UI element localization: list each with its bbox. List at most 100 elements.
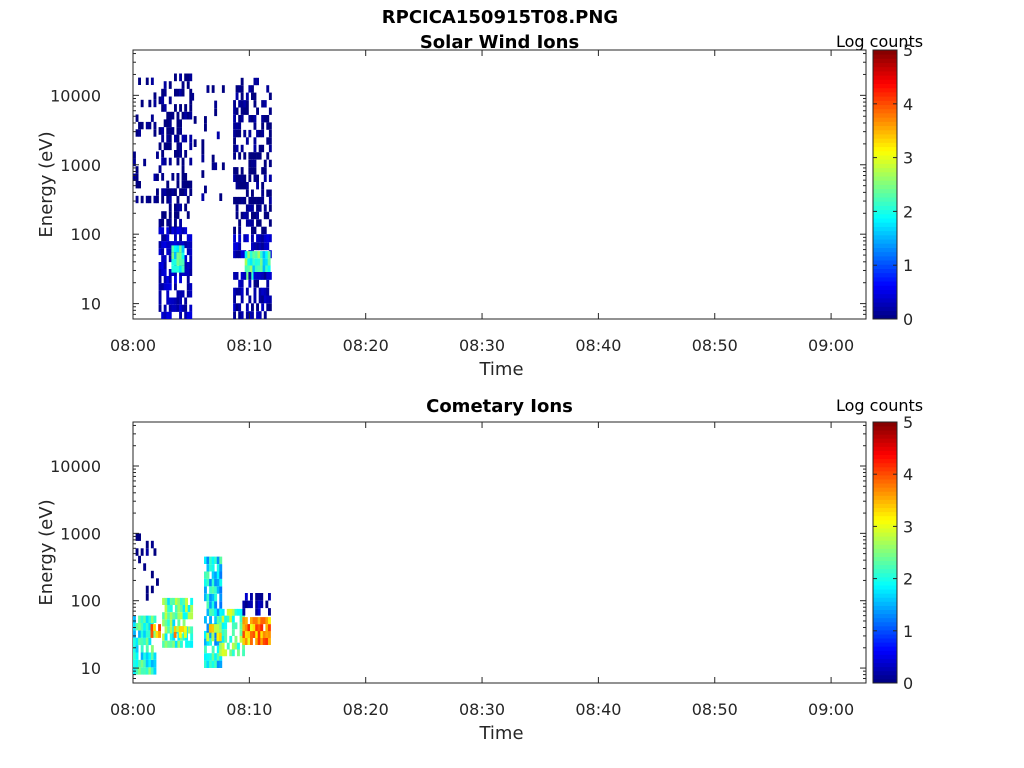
colorbar-segment xyxy=(873,276,897,282)
heatmap-cell xyxy=(171,245,175,253)
colorbar-segment xyxy=(873,155,897,160)
heatmap-cell xyxy=(238,152,242,160)
heatmap-cell xyxy=(249,251,253,259)
heatmap-cell xyxy=(224,649,228,657)
heatmap-cell xyxy=(179,234,182,242)
heatmap-cell xyxy=(211,571,215,579)
heatmap-cell xyxy=(206,593,210,602)
heatmap-cell xyxy=(258,311,262,319)
heatmap-cell xyxy=(150,114,154,122)
colorbar-segment xyxy=(873,430,897,435)
y-tick-label: 10 xyxy=(81,295,101,314)
heatmap-cell xyxy=(255,617,259,625)
heatmap-cell xyxy=(261,272,265,280)
heatmap-cell xyxy=(135,667,139,675)
colorbar-segment xyxy=(873,192,897,198)
heatmap-cell xyxy=(135,652,139,660)
heatmap-cell xyxy=(153,630,157,638)
heatmap-cell xyxy=(224,622,228,630)
heatmap-cell xyxy=(145,77,149,85)
heatmap-cell xyxy=(179,311,182,319)
heatmap-cell xyxy=(166,119,170,128)
heatmap-cell xyxy=(235,242,239,251)
heatmap-cell xyxy=(143,637,147,646)
heatmap-cell xyxy=(179,252,182,259)
heatmap-cell xyxy=(231,622,235,630)
y-tick-label: 1000 xyxy=(60,156,101,175)
heatmap-cell xyxy=(166,311,170,319)
heatmap-cell xyxy=(245,234,249,243)
heatmap-cell xyxy=(171,304,175,312)
heatmap-cell xyxy=(253,115,257,123)
heatmap-cell xyxy=(179,290,182,298)
heatmap-cell xyxy=(239,615,243,623)
heatmap-cell xyxy=(238,242,242,251)
colorbar-segment xyxy=(873,625,897,631)
heatmap-cell xyxy=(201,139,205,147)
colorbar-segment xyxy=(873,260,897,265)
heatmap-cell xyxy=(171,297,175,305)
heatmap-cell xyxy=(184,203,188,212)
heatmap-cell xyxy=(145,585,149,594)
heatmap-cell xyxy=(261,189,265,197)
heatmap-cell xyxy=(161,104,165,112)
heatmap-cell xyxy=(174,265,177,273)
heatmap-cell xyxy=(182,597,186,605)
heatmap-cell xyxy=(256,152,259,160)
heatmap-cell xyxy=(176,195,180,204)
heatmap-cell xyxy=(172,640,176,648)
heatmap-cell xyxy=(176,252,180,259)
heatmap-cell xyxy=(256,279,259,288)
heatmap-cell xyxy=(253,226,257,235)
colorbar-segment xyxy=(873,66,897,72)
heatmap-cell xyxy=(161,234,165,242)
heatmap-cell xyxy=(263,204,267,212)
heatmap-cell xyxy=(179,241,182,249)
heatmap-cell xyxy=(174,241,177,249)
heatmap-cell xyxy=(158,218,162,227)
heatmap-cell xyxy=(221,635,225,643)
heatmap-cell xyxy=(216,624,220,633)
heatmap-cell xyxy=(163,157,167,166)
heatmap-cell xyxy=(171,241,175,249)
heatmap-cell xyxy=(166,111,170,120)
colorbar-segment xyxy=(873,462,897,468)
colorbar-segment xyxy=(873,150,897,156)
heatmap-cell xyxy=(169,619,173,627)
heatmap-cell xyxy=(133,659,136,668)
heatmap-cell xyxy=(190,605,194,613)
heatmap-cell xyxy=(133,652,136,660)
heatmap-cell xyxy=(140,637,144,646)
heatmap-cell xyxy=(251,85,254,93)
heatmap-cell xyxy=(244,593,248,601)
heatmap-cell xyxy=(211,632,215,642)
heatmap-cell xyxy=(138,659,141,668)
colorbar-tick-label: 0 xyxy=(903,310,913,329)
heatmap-cell xyxy=(261,242,265,251)
heatmap-cell xyxy=(148,667,152,675)
heatmap-cell xyxy=(240,272,244,280)
colorbar-segment xyxy=(873,556,897,562)
heatmap-cell xyxy=(179,127,182,135)
heatmap-cell xyxy=(181,252,185,259)
heatmap-cell xyxy=(211,608,215,616)
heatmap-cell xyxy=(240,115,244,123)
heatmap-cell xyxy=(240,250,244,259)
heatmap-cell xyxy=(176,173,180,181)
heatmap-cell xyxy=(253,159,257,168)
colorbar-segment xyxy=(873,650,897,655)
heatmap-cell xyxy=(167,597,171,605)
heatmap-cell xyxy=(209,586,212,594)
plot-frame xyxy=(132,421,867,684)
colorbar-frame xyxy=(872,49,898,320)
heatmap-cell xyxy=(204,630,207,639)
colorbar-segment xyxy=(873,251,897,257)
heatmap-cell xyxy=(214,556,218,564)
heatmap-cell xyxy=(257,251,261,259)
heatmap-cell xyxy=(254,258,258,266)
heatmap-cell xyxy=(181,290,185,298)
heatmap-cell xyxy=(177,612,181,620)
heatmap-cell xyxy=(171,173,175,181)
heatmap-cell xyxy=(172,612,176,620)
heatmap-cell xyxy=(162,633,165,641)
